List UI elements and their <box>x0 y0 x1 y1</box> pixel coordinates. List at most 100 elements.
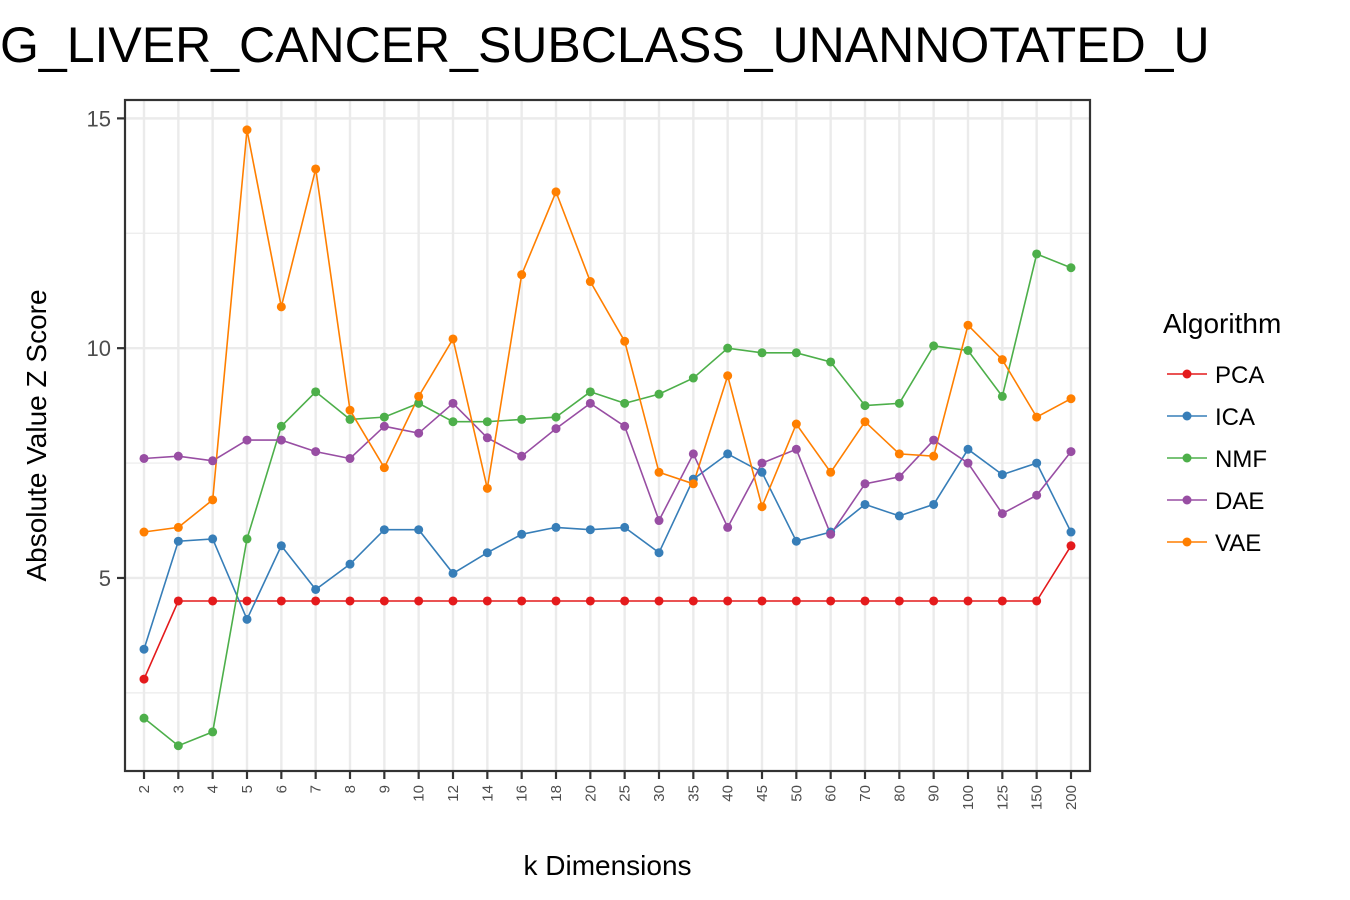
data-point-ica <box>139 644 149 654</box>
x-tick-label: 90 <box>926 785 943 802</box>
data-point-dae <box>139 453 149 463</box>
data-point-pca <box>894 596 904 606</box>
data-point-ica <box>929 499 939 509</box>
data-point-ica <box>448 568 458 578</box>
data-point-pca <box>620 596 630 606</box>
data-point-ica <box>1032 458 1042 468</box>
data-point-dae <box>276 435 286 445</box>
x-tick-label: 45 <box>754 785 771 802</box>
data-point-nmf <box>208 727 218 737</box>
data-point-vae <box>208 495 218 505</box>
data-point-ica <box>1066 527 1076 537</box>
x-tick-label: 9 <box>376 785 393 793</box>
data-point-vae <box>826 467 836 477</box>
data-point-nmf <box>757 348 767 358</box>
data-point-pca <box>826 596 836 606</box>
data-point-pca <box>517 596 527 606</box>
data-point-ica <box>791 536 801 546</box>
plot-panel <box>125 100 1090 771</box>
data-point-nmf <box>894 398 904 408</box>
x-tick-label: 80 <box>891 785 908 802</box>
data-point-nmf <box>379 412 389 422</box>
data-point-pca <box>414 596 424 606</box>
x-tick-label: 12 <box>445 785 462 802</box>
data-point-nmf <box>482 417 492 427</box>
data-point-ica <box>276 541 286 551</box>
data-point-vae <box>276 302 286 312</box>
data-point-nmf <box>517 414 527 424</box>
x-tick-label: 4 <box>205 785 222 793</box>
data-point-pca <box>963 596 973 606</box>
x-tick-label: 150 <box>1029 785 1046 810</box>
legend-label-ica: ICA <box>1215 404 1255 431</box>
data-point-nmf <box>826 357 836 367</box>
data-point-nmf <box>345 414 355 424</box>
legend-swatch-point <box>1182 537 1192 547</box>
data-point-pca <box>482 596 492 606</box>
data-point-nmf <box>620 398 630 408</box>
x-tick-label: 10 <box>411 785 428 802</box>
data-point-vae <box>757 502 767 512</box>
data-point-pca <box>276 596 286 606</box>
data-point-dae <box>208 456 218 466</box>
data-point-vae <box>482 483 492 493</box>
data-point-vae <box>688 479 698 489</box>
data-point-ica <box>860 499 870 509</box>
x-tick-label: 16 <box>514 785 531 802</box>
data-point-dae <box>757 458 767 468</box>
data-point-pca <box>173 596 183 606</box>
legend-label-dae: DAE <box>1215 488 1264 515</box>
data-point-ica <box>208 534 218 544</box>
data-point-pca <box>208 596 218 606</box>
data-point-vae <box>654 467 664 477</box>
data-point-dae <box>688 449 698 459</box>
data-point-ica <box>723 449 733 459</box>
data-point-dae <box>311 447 321 457</box>
data-point-nmf <box>139 713 149 723</box>
data-point-vae <box>311 164 321 174</box>
legend-label-vae: VAE <box>1215 530 1261 557</box>
data-point-dae <box>654 516 664 526</box>
x-tick-label: 18 <box>548 785 565 802</box>
data-point-ica <box>654 548 664 558</box>
x-tick-label: 20 <box>582 785 599 802</box>
data-point-ica <box>379 525 389 535</box>
data-point-nmf <box>242 534 252 544</box>
x-tick-label: 6 <box>273 785 290 793</box>
x-tick-label: 25 <box>617 785 634 802</box>
legend-label-nmf: NMF <box>1215 446 1267 473</box>
data-point-ica <box>894 511 904 521</box>
data-point-nmf <box>276 421 286 431</box>
x-tick-label: 5 <box>239 785 256 793</box>
series-line-vae <box>143 129 1072 533</box>
data-point-dae <box>414 428 424 438</box>
x-tick-label: 50 <box>788 785 805 802</box>
data-point-nmf <box>551 412 561 422</box>
data-point-vae <box>414 391 424 401</box>
x-tick-label: 30 <box>651 785 668 802</box>
data-point-nmf <box>997 391 1007 401</box>
y-axis-title: Absolute Value Z Score <box>21 289 52 581</box>
data-point-ica <box>517 529 527 539</box>
data-point-nmf <box>1066 263 1076 273</box>
data-point-dae <box>448 398 458 408</box>
series-line-dae <box>143 402 1072 536</box>
x-tick-label: 7 <box>308 785 325 793</box>
data-point-pca <box>1066 541 1076 551</box>
chart-title: G_LIVER_CANCER_SUBCLASS_UNANNOTATED_U <box>0 17 1210 73</box>
data-point-pca <box>997 596 1007 606</box>
x-tick-label: 8 <box>342 785 359 793</box>
data-point-vae <box>345 405 355 415</box>
data-point-vae <box>723 371 733 381</box>
data-point-nmf <box>791 348 801 358</box>
data-point-pca <box>448 596 458 606</box>
x-axis-title: k Dimensions <box>523 850 691 881</box>
data-point-dae <box>517 451 527 461</box>
data-point-vae <box>1032 412 1042 422</box>
legend-label-pca: PCA <box>1215 362 1264 389</box>
data-point-dae <box>997 509 1007 519</box>
data-point-nmf <box>929 341 939 351</box>
data-point-vae <box>517 270 527 280</box>
data-point-pca <box>311 596 321 606</box>
data-point-nmf <box>723 343 733 353</box>
